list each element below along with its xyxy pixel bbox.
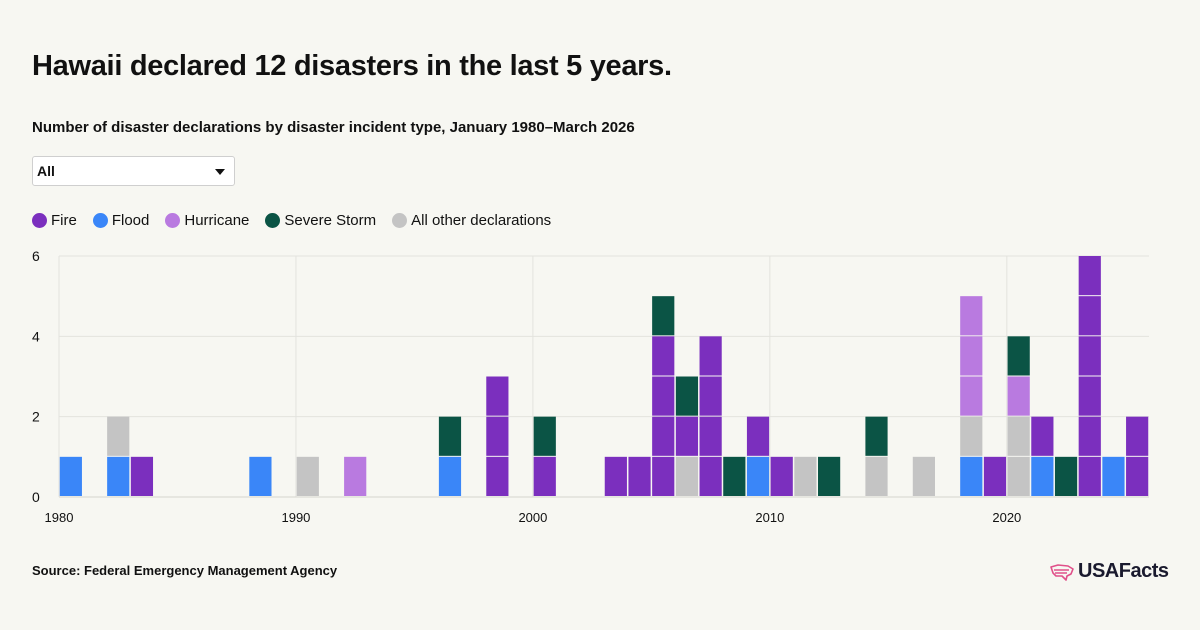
- legend-item-severe-storm[interactable]: Severe Storm: [265, 212, 376, 229]
- bar-segment-severe-storm-2014[interactable]: [865, 416, 888, 456]
- bar-segment-fire-2003[interactable]: [604, 456, 627, 496]
- bar-segment-fire-2007[interactable]: [699, 416, 722, 456]
- bar-segment-flood-2009[interactable]: [746, 456, 770, 496]
- bar-segment-all-other-declarations-2006[interactable]: [675, 456, 699, 496]
- legend-item-hurricane[interactable]: Hurricane: [165, 212, 249, 229]
- bar-segment-fire-2019[interactable]: [983, 456, 1007, 496]
- bar-segment-all-other-declarations-2016[interactable]: [912, 456, 935, 496]
- bar-segment-fire-2025[interactable]: [1126, 456, 1149, 496]
- incident-type-dropdown[interactable]: All: [32, 156, 235, 186]
- bar-segment-fire-2007[interactable]: [699, 336, 722, 376]
- chevron-down-icon: [215, 169, 225, 175]
- bar-segment-fire-1983[interactable]: [130, 456, 154, 496]
- chart-title: Hawaii declared 12 disasters in the last…: [32, 50, 672, 82]
- legend-label-hurricane: Hurricane: [184, 212, 250, 229]
- bar-segment-flood-1988[interactable]: [249, 456, 272, 496]
- bar-segment-fire-2023[interactable]: [1078, 376, 1101, 416]
- chart-subtitle: Number of disaster declarations by disas…: [32, 119, 635, 136]
- logo-text: USAFacts: [1078, 560, 1169, 582]
- source-note: Source: Federal Emergency Management Age…: [32, 563, 338, 578]
- bar-segment-fire-2005[interactable]: [652, 416, 675, 456]
- usafacts-logo[interactable]: USAFacts: [1050, 560, 1169, 583]
- bar-segment-fire-2010[interactable]: [770, 456, 793, 496]
- legend-label-other: All other declarations: [411, 212, 552, 229]
- bar-segment-fire-2023[interactable]: [1078, 416, 1101, 456]
- bar-segment-flood-2021[interactable]: [1031, 456, 1054, 496]
- bar-segment-severe-storm-2008[interactable]: [723, 456, 746, 496]
- bar-segment-all-other-declarations-2011[interactable]: [794, 456, 817, 496]
- legend-swatch-flood: [92, 213, 108, 228]
- bar-segment-fire-2005[interactable]: [652, 376, 675, 416]
- bar-segment-flood-2018[interactable]: [960, 456, 983, 496]
- bar-segment-flood-1982[interactable]: [107, 456, 130, 496]
- bar-segment-severe-storm-2000[interactable]: [533, 416, 556, 456]
- bar-segment-severe-storm-2022[interactable]: [1054, 456, 1078, 496]
- bar-segment-fire-1998[interactable]: [486, 416, 509, 456]
- bar-segment-hurricane-2018[interactable]: [960, 296, 983, 336]
- bar-segment-severe-storm-2020[interactable]: [1007, 336, 1030, 376]
- bar-segment-fire-2004[interactable]: [628, 456, 651, 496]
- x-tick-label: 2020: [992, 510, 1021, 525]
- x-tick-label: 1990: [281, 510, 310, 525]
- y-tick-label: 4: [32, 328, 40, 344]
- bar-segment-fire-2005[interactable]: [652, 456, 675, 496]
- legend-label-severe-storm: Severe Storm: [284, 212, 377, 229]
- bar-segment-all-other-declarations-2014[interactable]: [865, 456, 888, 496]
- bar-segment-all-other-declarations-1990[interactable]: [296, 456, 319, 496]
- bar-segment-fire-2009[interactable]: [746, 416, 770, 456]
- bar-segment-fire-2000[interactable]: [533, 456, 556, 496]
- bar-segment-fire-2007[interactable]: [699, 376, 722, 416]
- bar-segment-fire-2025[interactable]: [1126, 416, 1149, 456]
- x-tick-label: 1980: [45, 510, 74, 525]
- legend-swatch-hurricane: [165, 213, 181, 228]
- bar-segment-hurricane-2018[interactable]: [960, 336, 983, 376]
- bar-segment-fire-2006[interactable]: [675, 416, 699, 456]
- bar-segment-fire-2023[interactable]: [1078, 336, 1101, 376]
- x-tick-label: 2010: [755, 510, 784, 525]
- bar-segment-all-other-declarations-2018[interactable]: [960, 416, 983, 456]
- bar-segment-flood-1980[interactable]: [59, 456, 82, 496]
- legend-label-flood: Flood: [111, 212, 150, 229]
- bar-segment-hurricane-2018[interactable]: [960, 376, 983, 416]
- bar-segment-all-other-declarations-1982[interactable]: [107, 416, 130, 456]
- chart-legend: Fire Flood Hurricane Severe Storm All ot…: [32, 212, 567, 229]
- bar-segment-severe-storm-1996[interactable]: [438, 416, 462, 456]
- bar-segment-fire-2007[interactable]: [699, 456, 722, 496]
- bar-segment-all-other-declarations-2020[interactable]: [1007, 416, 1030, 456]
- x-tick-label: 2000: [518, 510, 547, 525]
- bar-segment-fire-2005[interactable]: [652, 336, 675, 376]
- disaster-declarations-chart: 0 2 4 6 1980 1990 2000 2010 2020: [32, 248, 1149, 525]
- legend-item-fire[interactable]: Fire: [32, 212, 77, 229]
- dropdown-selected-value: All: [37, 163, 55, 179]
- y-tick-label: 0: [32, 489, 40, 505]
- y-tick-label: 2: [32, 409, 40, 425]
- bar-segment-flood-2024[interactable]: [1102, 456, 1125, 496]
- legend-swatch-fire: [32, 213, 47, 228]
- bar-segment-fire-1998[interactable]: [486, 376, 509, 416]
- bar-segment-fire-2023[interactable]: [1078, 296, 1101, 336]
- bar-segment-hurricane-1992[interactable]: [344, 456, 367, 496]
- y-tick-label: 6: [32, 248, 40, 264]
- bar-segment-flood-1996[interactable]: [438, 456, 462, 496]
- legend-label-fire: Fire: [51, 212, 77, 229]
- legend-item-other[interactable]: All other declarations: [392, 212, 551, 229]
- bar-segment-fire-1998[interactable]: [486, 456, 509, 496]
- bar-segment-fire-2023[interactable]: [1078, 256, 1101, 296]
- legend-swatch-severe-storm: [265, 213, 281, 228]
- legend-item-flood[interactable]: Flood: [92, 212, 150, 229]
- bar-segment-fire-2023[interactable]: [1078, 456, 1101, 496]
- us-map-icon: [1050, 563, 1074, 581]
- bar-segment-severe-storm-2006[interactable]: [675, 376, 699, 416]
- bar-segment-hurricane-2020[interactable]: [1007, 376, 1030, 416]
- legend-swatch-other: [392, 213, 408, 228]
- bar-segment-severe-storm-2012[interactable]: [818, 456, 841, 496]
- bar-segment-severe-storm-2005[interactable]: [652, 296, 675, 336]
- bar-segment-fire-2021[interactable]: [1031, 416, 1054, 456]
- bar-segment-all-other-declarations-2020[interactable]: [1007, 456, 1030, 496]
